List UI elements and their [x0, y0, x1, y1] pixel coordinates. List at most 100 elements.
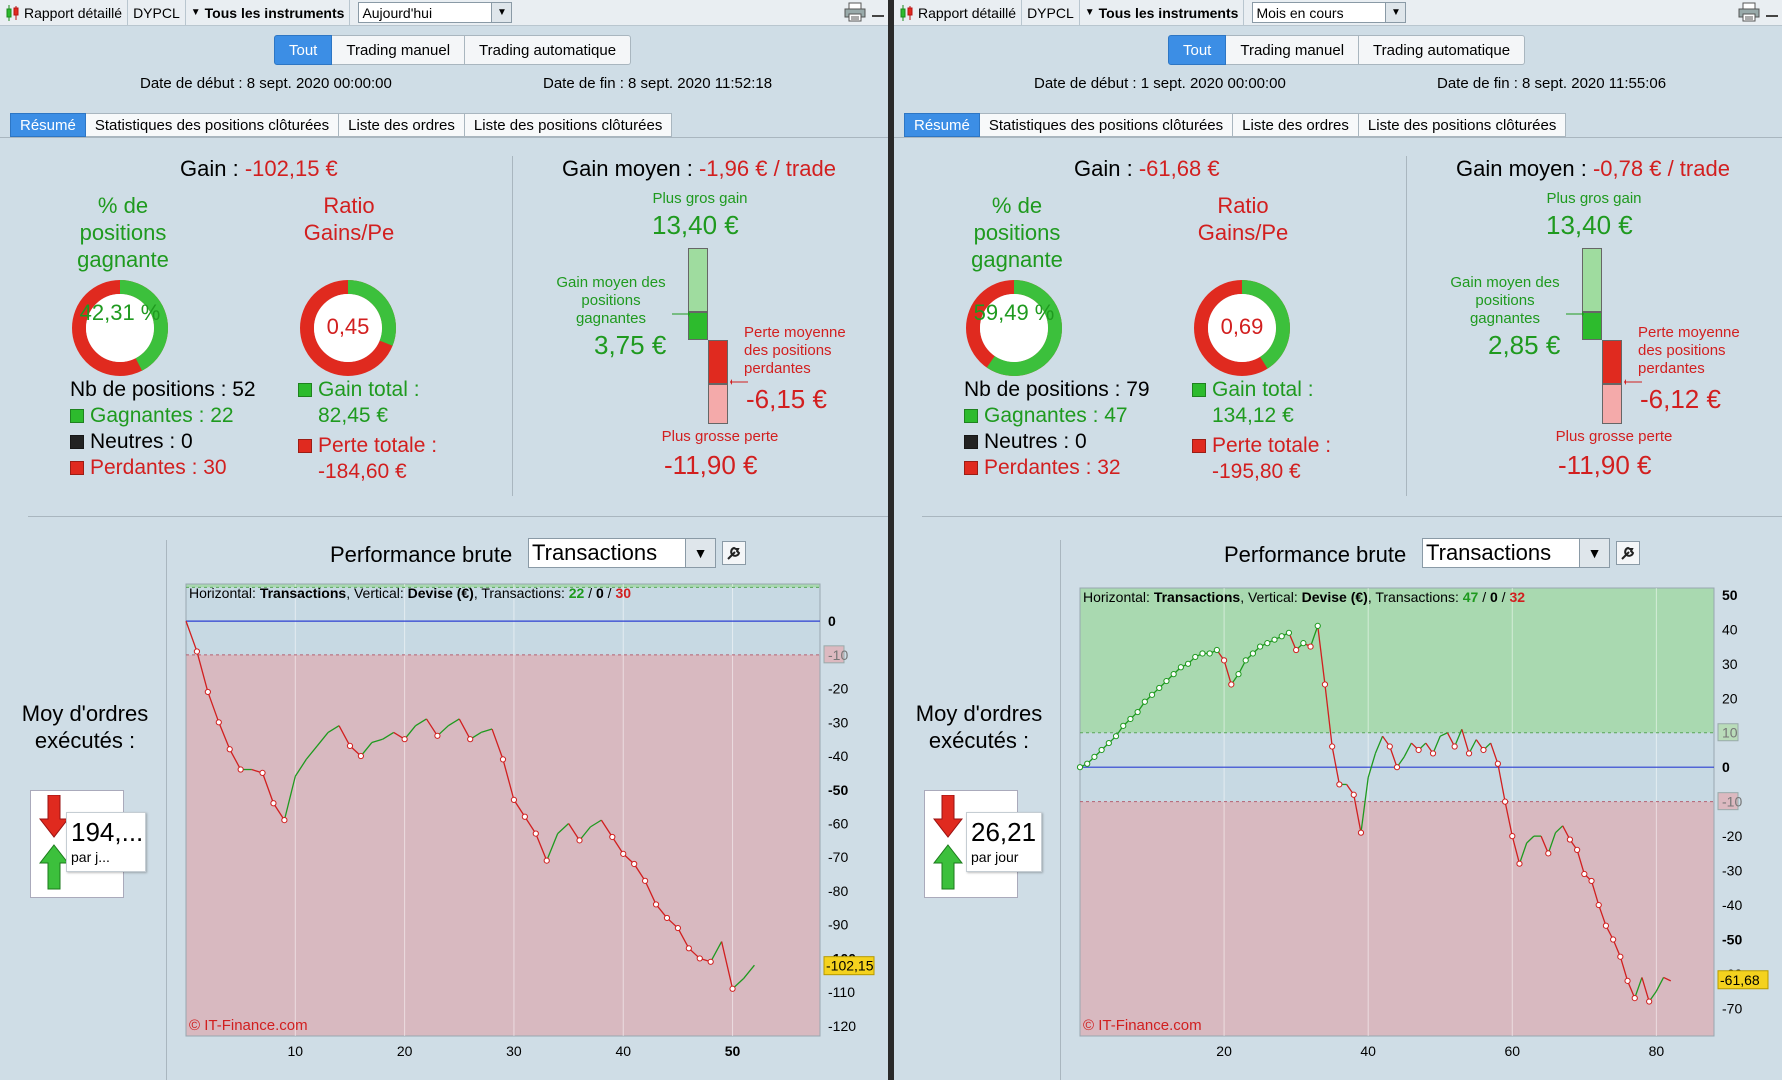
series-point: [1278, 633, 1285, 640]
account-selector[interactable]: DYPCL: [1022, 0, 1080, 26]
avg-gain-heading: Gain moyen : -0,78 € / trade: [1456, 156, 1730, 182]
legend-part: /: [1498, 589, 1510, 605]
series-segment: [644, 880, 657, 905]
legend-part: /: [584, 585, 596, 601]
perf-axis-select[interactable]: Transactions ▼: [528, 538, 716, 568]
legend-part: /: [1478, 589, 1490, 605]
chevron-down-icon[interactable]: ▼: [1385, 3, 1406, 22]
avg-loss-value: -6,12 €: [1640, 384, 1721, 414]
pct-winning-title: % de positions gagnante: [971, 193, 1063, 272]
series-point: [1574, 846, 1581, 854]
date-start: Date de début : 8 sept. 2020 00:00:00: [140, 75, 392, 92]
filter-manuel[interactable]: Trading manuel: [1226, 35, 1360, 65]
series-point: [1163, 677, 1170, 685]
red-square-icon: [964, 461, 978, 475]
series-point: [1206, 650, 1213, 657]
avg-win-value: 2,85 €: [1488, 330, 1561, 360]
wrench-icon[interactable]: [1616, 541, 1640, 565]
y-tick-label: -30: [1722, 863, 1742, 879]
filter-tabs: Tout Trading manuel Trading automatique: [1168, 35, 1526, 65]
tab-positions[interactable]: Liste des positions clôturées: [464, 113, 673, 137]
filter-tout[interactable]: Tout: [1168, 35, 1227, 65]
tab-stats[interactable]: Statistiques des positions clôturées: [979, 113, 1234, 137]
nb-positions: Nb de positions : 79: [964, 378, 1150, 401]
series-segment: [720, 941, 734, 989]
perte-totale-value: -195,80 €: [1212, 460, 1301, 483]
chevron-down-icon[interactable]: ▼: [685, 539, 715, 567]
legend-part: Transactions: [260, 585, 347, 601]
y-tick-label: -10: [828, 647, 848, 663]
avg-loss-label: Perte moyenne des positions perdantes: [1638, 324, 1740, 377]
loss-zone: [186, 654, 820, 1036]
minimize-icon[interactable]: [1766, 15, 1778, 17]
nb-positions: Nb de positions : 52: [70, 378, 256, 401]
tab-resume[interactable]: Résumé: [904, 113, 980, 137]
green-square-icon: [298, 383, 312, 397]
instruments-dropdown[interactable]: ▼ Tous les instruments: [1080, 0, 1245, 26]
winning-count: Gagnantes : 47: [964, 404, 1128, 428]
section-divider: [922, 516, 1782, 517]
perf-axis-select[interactable]: Transactions ▼: [1422, 538, 1610, 568]
period-select[interactable]: Aujourd'hui ▼: [358, 2, 513, 23]
series-point: [281, 817, 288, 824]
filter-tout[interactable]: Tout: [274, 35, 333, 65]
series-segment: [1555, 825, 1564, 834]
series-segment: [1612, 939, 1621, 957]
filter-auto[interactable]: Trading automatique: [1359, 35, 1526, 65]
gain-heading: Gain : -102,15 €: [180, 156, 338, 182]
tab-resume[interactable]: Résumé: [10, 113, 86, 137]
dropdown-triangle-icon: ▼: [1084, 7, 1095, 18]
neutral-count-label: Neutres : 0: [90, 430, 193, 453]
dropdown-triangle-icon: ▼: [190, 7, 201, 18]
series-segment: [294, 759, 307, 777]
chevron-down-icon[interactable]: ▼: [1579, 539, 1609, 567]
filter-auto[interactable]: Trading automatique: [465, 35, 632, 65]
filter-manuel[interactable]: Trading manuel: [332, 35, 466, 65]
main-tabs: Résumé Statistiques des positions clôtur…: [904, 113, 1567, 137]
winning-count: Gagnantes : 22: [70, 404, 234, 428]
series-point: [1091, 753, 1098, 760]
legend-part: 30: [615, 585, 631, 601]
date-start: Date de début : 1 sept. 2020 00:00:00: [1034, 75, 1286, 92]
series-segment: [1526, 835, 1535, 844]
series-segment: [1626, 980, 1636, 999]
max-loss-value: -11,90 €: [664, 450, 758, 480]
minimize-icon[interactable]: [872, 15, 884, 17]
legend-part: , Vertical:: [346, 585, 407, 601]
print-icon[interactable]: [844, 2, 866, 22]
series-point: [1610, 936, 1617, 943]
performance-chart: 0-10-20-30-40-50-60-70-80-90-100-110-120…: [185, 583, 875, 1059]
gain-value: -61,68 €: [1138, 156, 1220, 181]
series-segment: [590, 819, 602, 828]
period-select[interactable]: Mois en cours ▼: [1252, 2, 1407, 23]
gain-label: Gain :: [180, 156, 239, 181]
losing-count-label: Perdantes : 30: [90, 456, 227, 479]
tab-stats[interactable]: Statistiques des positions clôturées: [85, 113, 340, 137]
series-point: [1321, 681, 1329, 688]
legend-part: Transactions: [1154, 589, 1241, 605]
print-icon[interactable]: [1738, 2, 1760, 22]
instruments-dropdown[interactable]: ▼ Tous les instruments: [186, 0, 351, 26]
account-selector[interactable]: DYPCL: [128, 0, 186, 26]
performance-chart: 50403020100-10-20-30-40-50-60-70-61,6820…: [1076, 587, 1769, 1059]
gain-total-label: Gain total :: [318, 378, 420, 401]
series-point: [543, 857, 550, 864]
pct-winning-title: % de positions gagnante: [77, 193, 169, 272]
tab-orders[interactable]: Liste des ordres: [339, 113, 465, 137]
tab-positions[interactable]: Liste des positions clôturées: [1358, 113, 1567, 137]
avg-gain-label: Gain moyen :: [1456, 156, 1587, 181]
series-point: [609, 833, 616, 841]
green-square-icon: [964, 409, 978, 423]
section-divider: [28, 516, 888, 517]
tab-orders[interactable]: Liste des ordres: [1233, 113, 1359, 137]
wrench-icon[interactable]: [722, 541, 746, 565]
losing-count-label: Perdantes : 32: [984, 456, 1121, 479]
series-point: [226, 746, 233, 753]
series-point: [674, 924, 681, 932]
chevron-down-icon[interactable]: ▼: [491, 3, 512, 22]
losing-count: Perdantes : 32: [964, 456, 1121, 480]
gain-zone: [186, 584, 820, 588]
series-segment: [1353, 794, 1362, 833]
perte-totale-label: Perte totale :: [1212, 434, 1332, 457]
x-tick-label: 20: [397, 1043, 413, 1059]
